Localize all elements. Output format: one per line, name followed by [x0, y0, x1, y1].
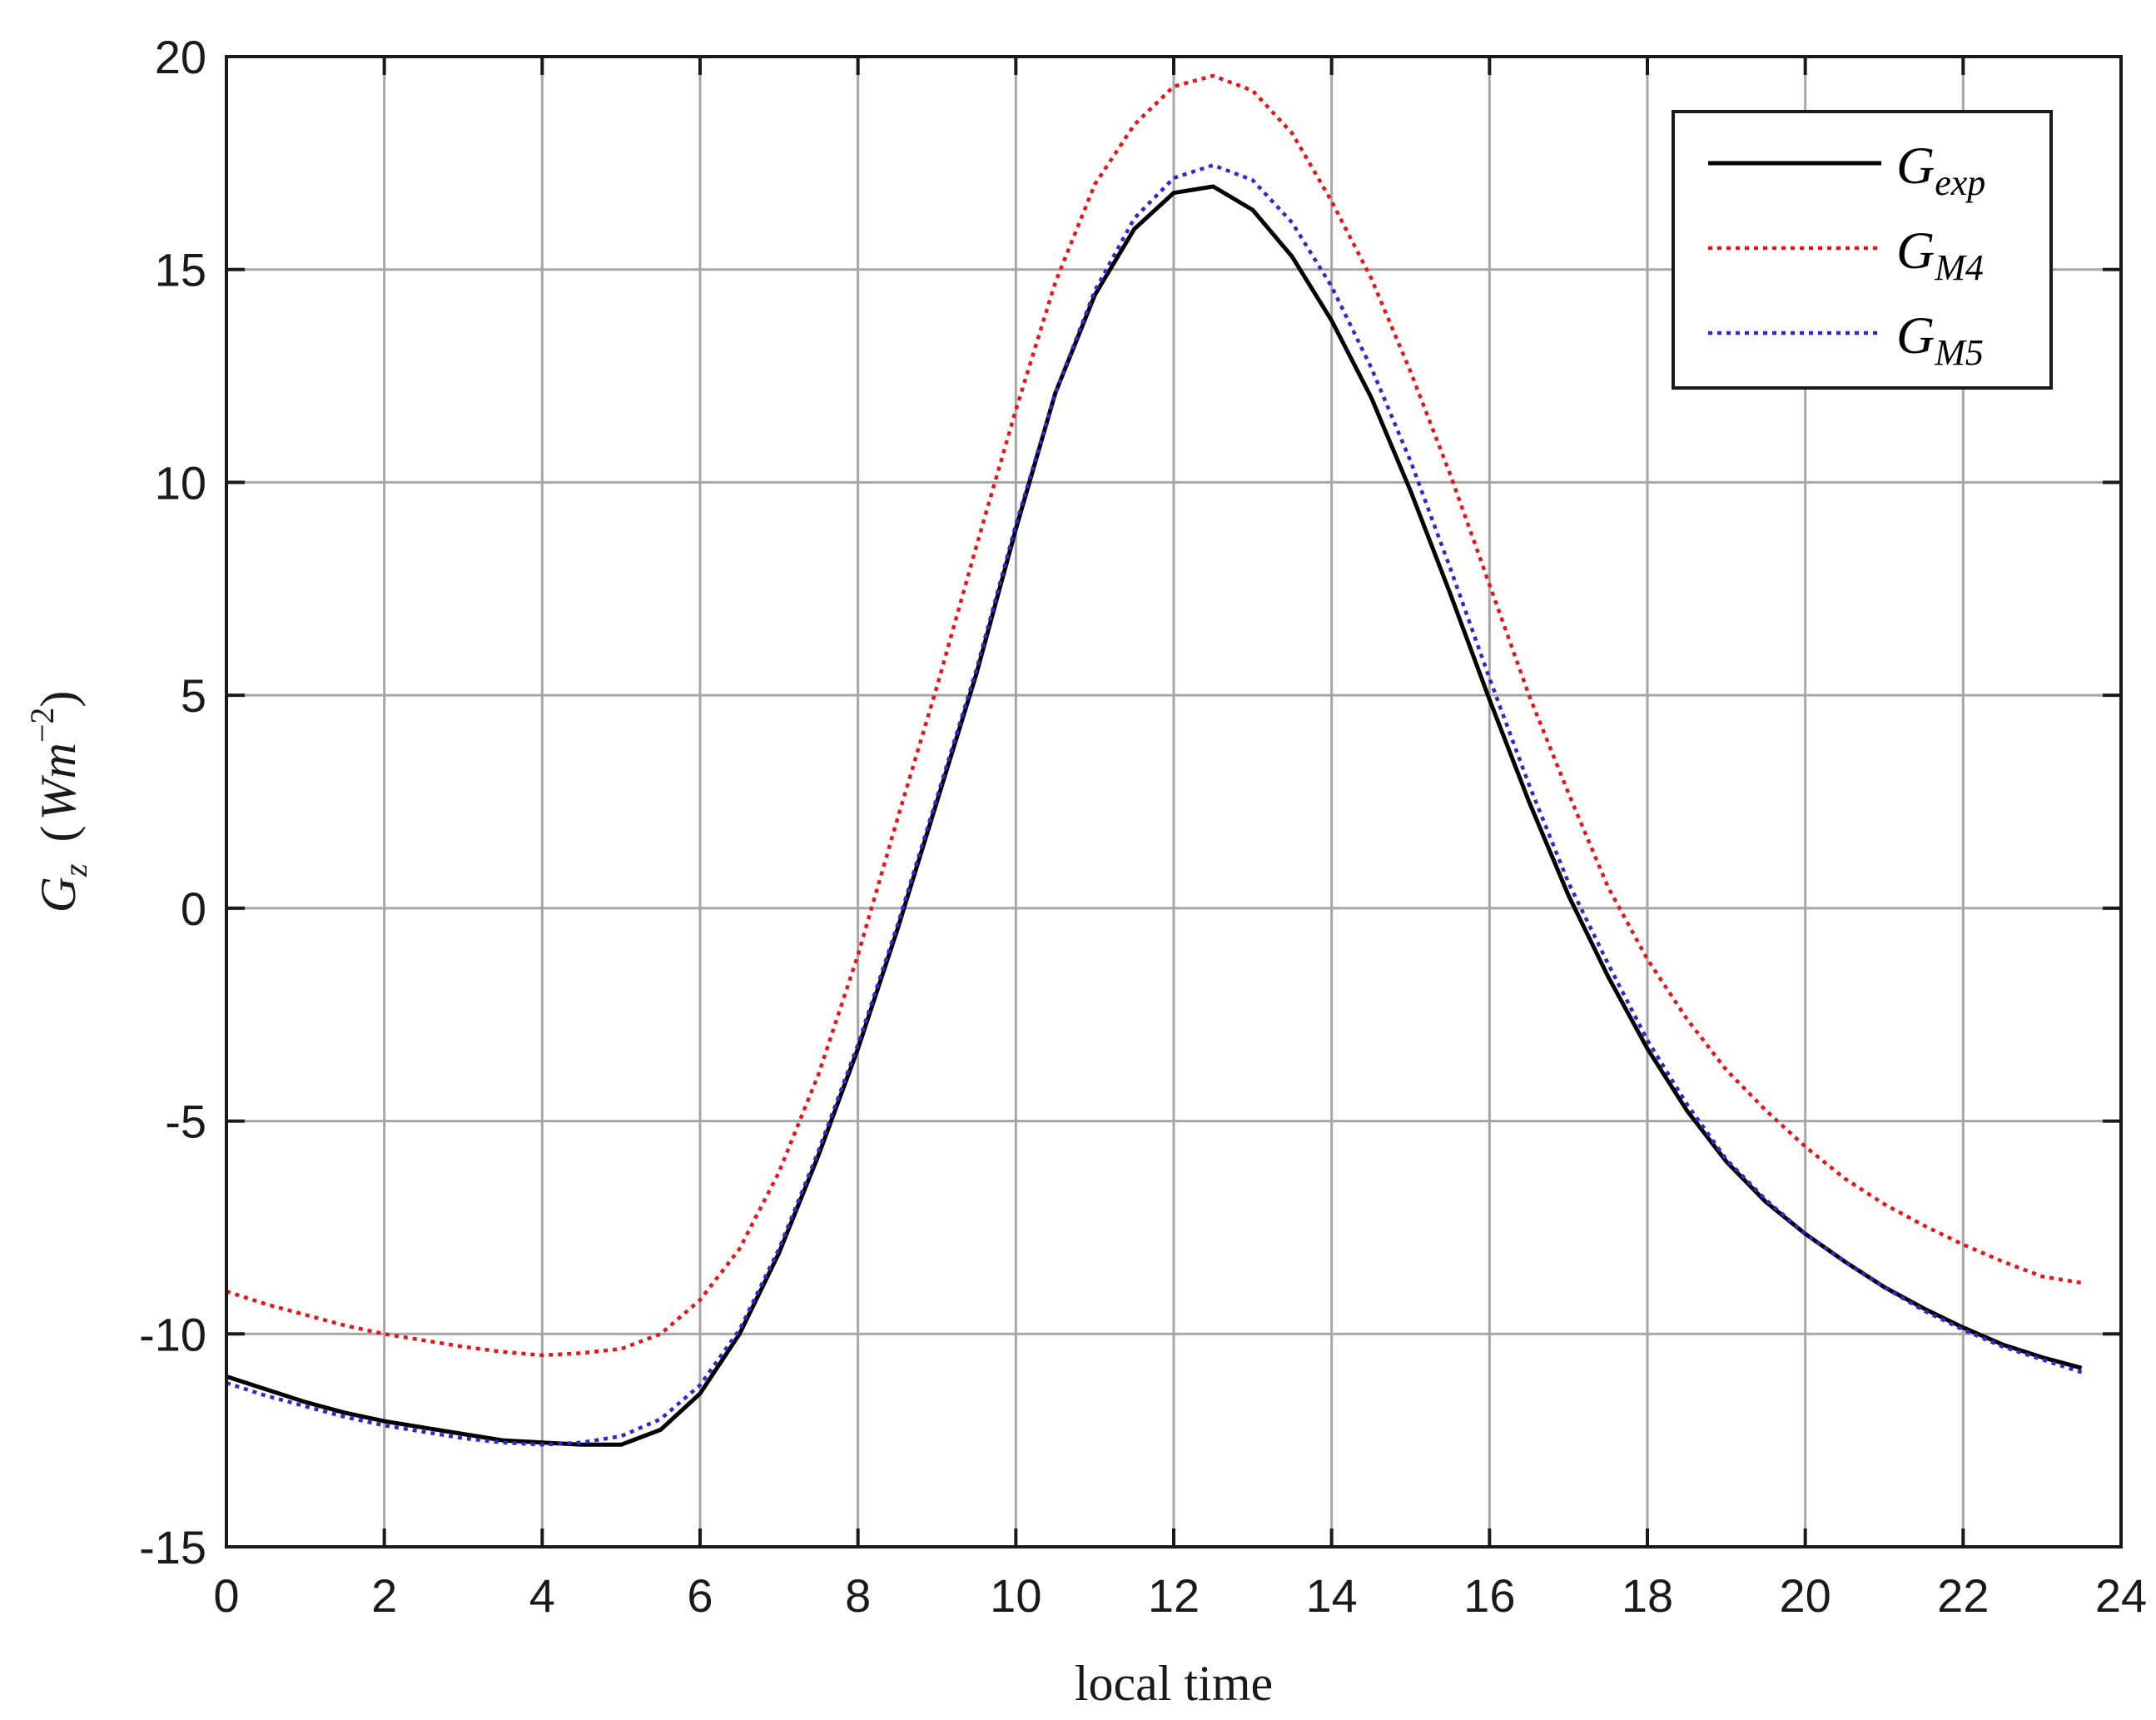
- x-tick-label: 8: [845, 1569, 871, 1622]
- legend-label-main: G: [1896, 221, 1935, 280]
- legend-entry-exp: Gexp: [1708, 136, 1985, 203]
- legend-label-subscript: exp: [1935, 162, 1985, 203]
- x-tick-label: 16: [1463, 1569, 1515, 1622]
- x-tick-label: 20: [1780, 1569, 1831, 1622]
- legend-label: Gexp: [1896, 136, 1985, 203]
- y-tick-label: 15: [155, 244, 206, 296]
- y-tick-label: -10: [139, 1308, 206, 1360]
- series-layer: [226, 73, 2083, 1447]
- legend-label-main: G: [1896, 306, 1935, 365]
- x-tick-label: 6: [687, 1569, 713, 1622]
- x-tick-label: 10: [990, 1569, 1041, 1622]
- y-axis-unit-open: (: [31, 825, 86, 842]
- x-tick-label: 2: [371, 1569, 397, 1622]
- y-tick-label: 10: [155, 456, 206, 509]
- legend-label: GM4: [1896, 221, 1984, 288]
- tick-marks: [225, 55, 2123, 1548]
- y-axis-symbol-subscript: z: [57, 863, 94, 877]
- y-axis-title: Gz ( Wm−2): [23, 691, 94, 913]
- y-tick-label: 5: [181, 669, 206, 722]
- legend-label-subscript: M4: [1934, 247, 1984, 288]
- x-tick-label: 14: [1306, 1569, 1358, 1622]
- x-tick-label: 18: [1622, 1569, 1673, 1622]
- legend-label-subscript: M5: [1934, 332, 1984, 373]
- y-axis-symbol: G: [31, 877, 86, 912]
- x-tick-label: 0: [213, 1569, 239, 1622]
- legend-label: GM5: [1896, 306, 1984, 373]
- y-tick-label: 0: [181, 882, 206, 935]
- legend-entry-m4: GM4: [1708, 221, 1984, 288]
- y-tick-label: -5: [165, 1096, 206, 1148]
- y-tick-label: 20: [155, 31, 206, 83]
- x-tick-label: 12: [1148, 1569, 1200, 1622]
- y-axis-unit-exponent: −2: [23, 708, 61, 743]
- legend-entry-m5: GM5: [1708, 306, 1984, 373]
- y-axis-unit: Wm: [31, 743, 86, 820]
- series-line-exp: [226, 184, 2083, 1447]
- y-tick-label: -15: [139, 1521, 206, 1573]
- x-tick-label: 22: [1937, 1569, 1989, 1622]
- y-axis-unit-close: ): [31, 691, 86, 708]
- x-tick-label: 24: [2095, 1569, 2147, 1622]
- legend-label-main: G: [1896, 136, 1935, 195]
- x-axis-title: local time: [1075, 1656, 1273, 1711]
- x-tick-label: 4: [529, 1569, 555, 1622]
